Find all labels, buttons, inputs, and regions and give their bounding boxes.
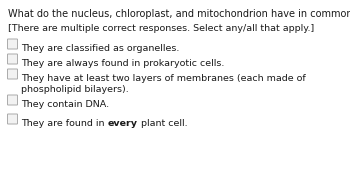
Text: They contain DNA.: They contain DNA. [21, 100, 109, 109]
Text: every: every [107, 119, 138, 128]
Text: What do the nucleus, chloroplast, and mitochondrion have in common?: What do the nucleus, chloroplast, and mi… [8, 9, 350, 19]
Text: They are classified as organelles.: They are classified as organelles. [21, 44, 179, 53]
Text: plant cell.: plant cell. [138, 119, 187, 128]
FancyBboxPatch shape [7, 39, 18, 49]
Text: phospholipid bilayers).: phospholipid bilayers). [21, 85, 129, 94]
Text: [There are multiple correct responses. Select any/all that apply.]: [There are multiple correct responses. S… [8, 24, 314, 33]
Text: They have at least two layers of membranes (each made of: They have at least two layers of membran… [21, 74, 306, 83]
Text: They are always found in prokaryotic cells.: They are always found in prokaryotic cel… [21, 59, 224, 68]
FancyBboxPatch shape [7, 69, 18, 79]
Text: They are found in: They are found in [21, 119, 107, 128]
FancyBboxPatch shape [7, 95, 18, 105]
FancyBboxPatch shape [7, 114, 18, 124]
FancyBboxPatch shape [7, 54, 18, 64]
